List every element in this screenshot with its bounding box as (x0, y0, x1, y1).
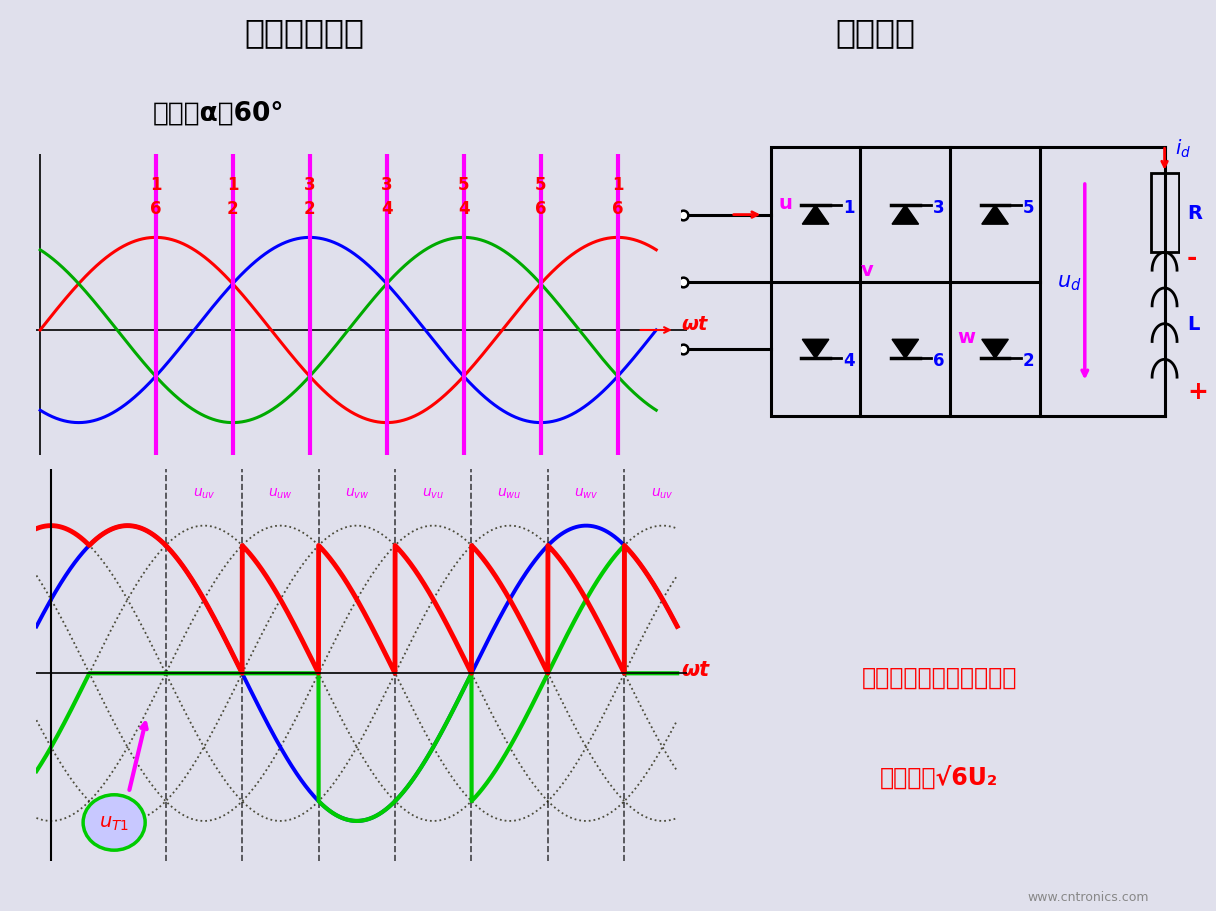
Bar (771, 148, 1040, 416)
Text: u: u (778, 193, 792, 212)
Text: 晶闸管承受的最大正、反: 晶闸管承受的最大正、反 (862, 665, 1017, 689)
Text: 控制角α＝60°: 控制角α＝60° (153, 100, 285, 126)
Text: +: + (1187, 379, 1207, 404)
Text: 4: 4 (843, 352, 855, 370)
Text: 2: 2 (1023, 352, 1034, 370)
Text: 3: 3 (304, 176, 315, 193)
Text: 三相全控桥式: 三相全控桥式 (244, 16, 364, 49)
Text: v: v (861, 261, 873, 280)
Text: 6: 6 (535, 200, 546, 218)
Text: $u_{uv}$: $u_{uv}$ (192, 486, 215, 500)
Text: 向压降为√6U₂: 向压降为√6U₂ (880, 764, 998, 789)
Text: 1: 1 (612, 176, 624, 193)
Polygon shape (893, 206, 918, 225)
Text: $u_{vu}$: $u_{vu}$ (422, 486, 444, 500)
Text: 1: 1 (150, 176, 162, 193)
Polygon shape (803, 206, 829, 225)
Text: 5: 5 (535, 176, 546, 193)
Text: 5: 5 (458, 176, 469, 193)
Text: 5: 5 (1023, 199, 1034, 217)
Text: 工作原理: 工作原理 (835, 16, 916, 49)
Text: 1: 1 (227, 176, 238, 193)
Polygon shape (981, 340, 1008, 359)
Text: R: R (1187, 204, 1201, 223)
Text: 4: 4 (458, 200, 469, 218)
Text: $i_d$: $i_d$ (1175, 138, 1190, 159)
Polygon shape (803, 340, 829, 359)
Text: 2: 2 (304, 200, 315, 218)
Text: 4: 4 (381, 200, 393, 218)
Text: $u_d$: $u_d$ (1058, 272, 1082, 292)
Text: $u_{uv}$: $u_{uv}$ (651, 486, 674, 500)
Text: 6: 6 (150, 200, 162, 218)
Text: 6: 6 (612, 200, 624, 218)
Polygon shape (981, 206, 1008, 225)
Text: 2: 2 (227, 200, 238, 218)
Text: -: - (1187, 245, 1198, 270)
Text: 3: 3 (933, 199, 945, 217)
Text: ωt: ωt (681, 314, 708, 333)
Bar (1150, 173, 1178, 253)
Text: ωt: ωt (681, 660, 709, 680)
Polygon shape (893, 340, 918, 359)
Text: $u_{uw}$: $u_{uw}$ (268, 486, 293, 500)
Text: $u_{T1}$: $u_{T1}$ (98, 814, 129, 832)
Text: $u_{vw}$: $u_{vw}$ (344, 486, 370, 500)
Text: 1: 1 (843, 199, 855, 217)
Text: 3: 3 (381, 176, 393, 193)
Text: $u_{wv}$: $u_{wv}$ (574, 486, 598, 500)
Text: www.cntronics.com: www.cntronics.com (1028, 890, 1149, 903)
Text: $u_{wu}$: $u_{wu}$ (497, 486, 522, 500)
Text: w: w (958, 327, 975, 346)
Text: L: L (1187, 315, 1199, 333)
Text: 6: 6 (933, 352, 945, 370)
Ellipse shape (83, 795, 145, 850)
